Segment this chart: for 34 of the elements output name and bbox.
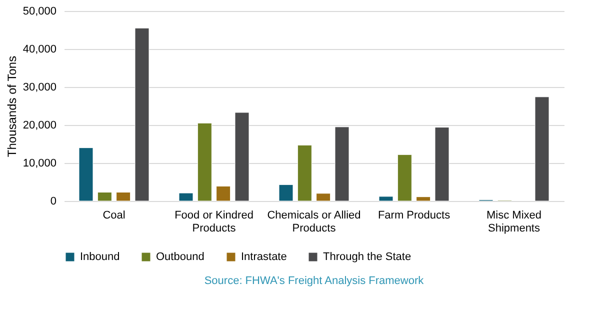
x-tick-label: Food or Kindred Products <box>174 210 254 234</box>
legend-label: Through the State <box>323 251 412 263</box>
bar <box>97 192 112 202</box>
y-tick-label: 30,000 <box>22 82 56 94</box>
bar <box>216 186 231 202</box>
x-tick-label: Farm Products <box>378 210 451 222</box>
bar <box>534 96 550 202</box>
source-note: Source: FHWA's Freight Analysis Framework <box>204 275 424 287</box>
bar <box>78 148 94 202</box>
bar <box>397 154 412 202</box>
bar <box>234 112 250 202</box>
y-tick-label: 50,000 <box>22 6 56 18</box>
bar <box>197 122 212 202</box>
y-tick-label: 10,000 <box>22 158 56 170</box>
bar <box>297 144 312 202</box>
bar <box>116 192 131 202</box>
bar <box>316 193 331 202</box>
y-axis-title: Thousands of Tons <box>4 56 19 158</box>
legend-label: Intrastate <box>241 251 287 263</box>
legend-label: Outbound <box>156 251 204 263</box>
legend-label: Inbound <box>80 251 120 263</box>
bar <box>134 28 150 202</box>
bar <box>178 192 194 202</box>
x-tick-label: Chemicals or Allied Products <box>267 210 361 234</box>
x-tick-label: Coal <box>102 210 126 222</box>
bar <box>278 184 294 202</box>
y-tick-label: 40,000 <box>22 44 56 56</box>
x-tick-label: Misc Mixed Shipments <box>486 210 542 234</box>
bar <box>378 196 394 202</box>
y-tick-label: 0 <box>50 196 56 208</box>
bar <box>334 126 350 202</box>
bar <box>434 127 450 202</box>
y-tick-label: 20,000 <box>22 120 56 132</box>
bar <box>416 196 431 202</box>
